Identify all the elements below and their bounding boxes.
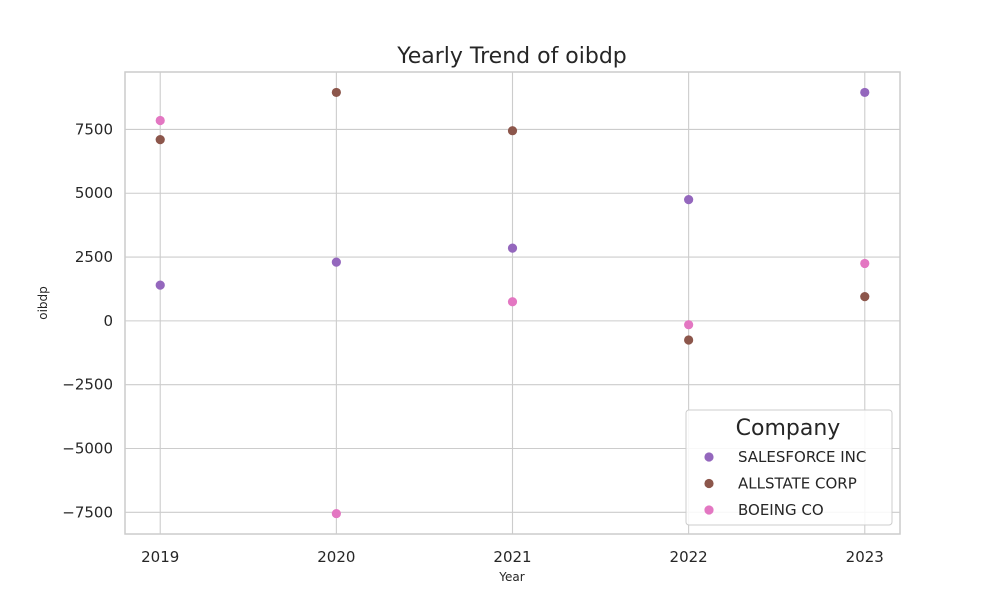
data-point (507, 126, 518, 136)
y-tick-label: 0 (103, 312, 113, 330)
chart-title: Yearly Trend of oibdp (396, 44, 627, 69)
data-point (860, 258, 870, 269)
x-tick-label: 2022 (670, 548, 708, 566)
y-tick-label: −5000 (62, 439, 113, 457)
data-point (155, 115, 165, 126)
y-tick-label: 2500 (75, 248, 113, 266)
legend-label: BOEING CO (738, 501, 824, 519)
data-point (860, 292, 870, 302)
y-axis-label: oibdp (36, 286, 50, 320)
legend-title: Company (736, 416, 841, 441)
x-tick-label: 2019 (141, 548, 179, 566)
data-point (331, 87, 341, 98)
y-tick-labels: −7500 −5000 −2500 0 2500 5000 7500 (62, 120, 113, 521)
data-points (155, 87, 870, 519)
data-point (155, 135, 165, 145)
data-point (331, 257, 341, 267)
data-point (155, 280, 165, 290)
legend: Company SALESFORCE INC ALLSTATE CORP BOEIN… (685, 409, 893, 526)
y-tick-label: 5000 (75, 184, 113, 202)
legend-marker (704, 452, 714, 462)
data-point (331, 508, 341, 519)
legend-box (685, 409, 893, 526)
legend-label: ALLSTATE CORP (738, 475, 857, 493)
grid-lines (125, 72, 900, 534)
x-tick-label: 2023 (846, 548, 884, 566)
x-tick-label: 2020 (317, 548, 355, 566)
y-tick-label: 7500 (75, 120, 113, 138)
plot-frame (124, 71, 901, 535)
x-axis-label: Year (498, 570, 524, 584)
y-tick-label: −7500 (62, 503, 113, 521)
legend-marker (704, 505, 714, 515)
data-point (507, 243, 518, 253)
legend-marker (704, 478, 714, 489)
x-tick-labels: 2019 2020 2021 2022 2023 (141, 548, 884, 566)
data-point (684, 195, 694, 205)
data-point (684, 320, 694, 330)
legend-label: SALESFORCE INC (738, 448, 866, 466)
legend-items: SALESFORCE INC ALLSTATE CORP BOEING CO (704, 448, 866, 519)
x-tick-label: 2021 (493, 548, 531, 566)
y-tick-label: −2500 (62, 376, 113, 394)
data-point (684, 335, 694, 345)
data-point (860, 87, 870, 98)
data-point (507, 297, 518, 307)
